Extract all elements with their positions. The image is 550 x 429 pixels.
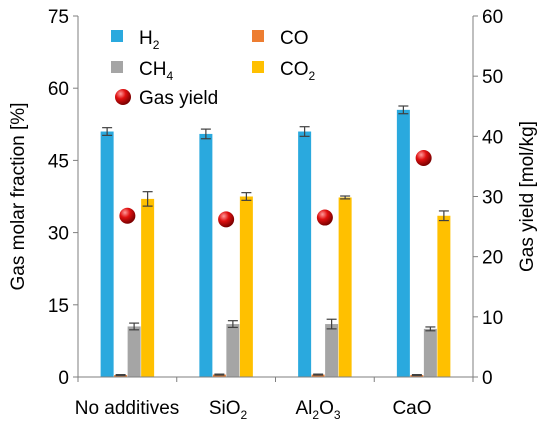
bar-ch4-0 [127,326,141,377]
bar-h2-1 [199,133,213,377]
legend-label-ch4: CH4 [139,59,173,83]
legend-marker-gas-yield [115,89,131,105]
y-right-tick-label: 50 [482,67,503,88]
gas-yield-point-0 [119,207,136,224]
legend-label-h2: H2 [139,28,160,52]
y-left-tick-label: 0 [58,368,69,389]
legend-label-gas-yield: Gas yield [139,88,218,109]
axes: 0 15 30 45 60 75 0 10 20 30 40 50 60 Gas molar fracti… [8,7,538,422]
gas-yield-point-2 [316,209,333,226]
gas-yield-point-3 [415,149,432,166]
bar-co-1 [212,374,226,377]
bar-h2-3 [396,109,410,378]
y-right-tick-label: 0 [482,368,493,389]
bar-co-2 [311,374,325,377]
bar-h2-0 [100,131,114,377]
y-right-axis-title: Gas yield [mol/kg] [517,121,538,272]
legend-swatch-co [252,30,264,42]
bar-co2-2 [338,197,352,377]
x-category-label-2: Al2O3 [295,398,340,422]
y-left-tick-label: 45 [48,151,69,172]
x-category-label-3: CaO [392,398,431,419]
legend-label-co: CO [280,28,309,49]
bar-co2-3 [437,215,451,377]
bar-co2-1 [239,196,253,377]
gas-yield-point-1 [218,211,235,228]
legend-swatch-co2 [252,61,264,73]
y-right-tick-label: 60 [482,7,503,28]
y-left-tick-label: 15 [48,296,69,317]
y-right-tick-label: 30 [482,188,503,209]
legend: H2 CO CH4 CO2 Gas yield [111,28,316,109]
legend-label-co2: CO2 [280,59,316,83]
legend-swatch-h2 [111,30,123,42]
x-category-label-1: SiO2 [209,398,248,422]
y-right-tick-label: 20 [482,248,503,269]
legend-swatch-ch4 [111,61,123,73]
bar-co2-0 [141,198,155,377]
y-left-tick-label: 60 [48,79,69,100]
x-category-label-0: No additives [75,398,180,419]
y-right-tick-label: 40 [482,127,503,148]
plot-area [100,105,451,378]
y-left-tick-label: 75 [48,7,69,28]
bar-ch4-1 [226,324,240,377]
bar-h2-2 [298,131,312,377]
bar-ch4-3 [423,328,437,377]
bar-ch4-2 [325,324,339,377]
y-left-tick-label: 30 [48,224,69,245]
y-right-tick-label: 10 [482,308,503,329]
y-left-axis-title: Gas molar fraction [%] [8,103,29,291]
